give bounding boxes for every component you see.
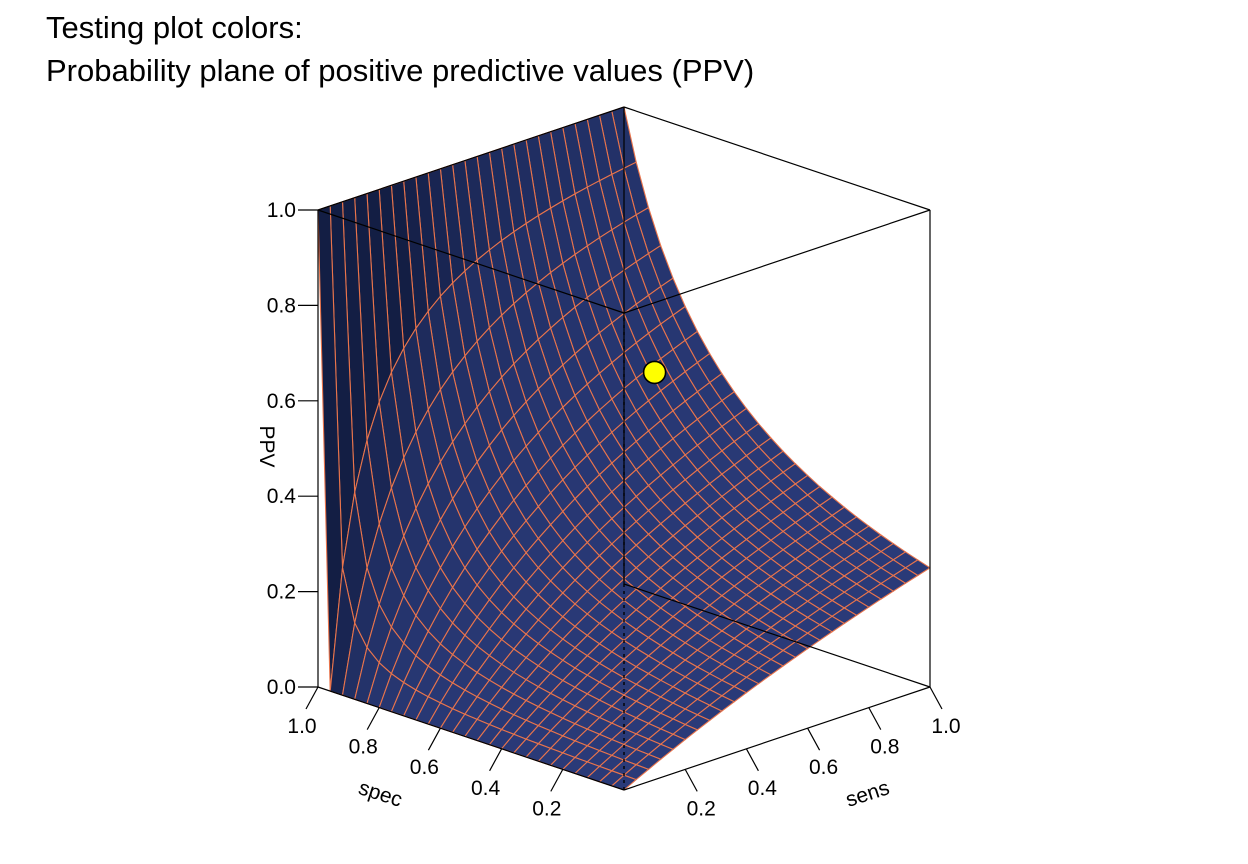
spec-tick-label: 0.6	[410, 756, 439, 779]
point-layer	[642, 360, 667, 385]
sens-tick-label: 0.2	[687, 797, 716, 820]
current-ppv-point	[642, 360, 667, 385]
box-front-edge-1	[317, 686, 625, 791]
z-tick-label: 0.0	[267, 676, 296, 699]
surface-layer	[317, 106, 931, 791]
chart-title-line-2: Probability plane of positive predictive…	[46, 53, 755, 88]
sens-tick-label: 1.0	[931, 715, 960, 738]
spec-tick-label: 0.2	[532, 797, 561, 820]
box-edge-3	[623, 209, 931, 314]
sens-tick-mark	[868, 707, 882, 730]
z-axis-label: PPV	[255, 425, 278, 467]
sens-tick-label: 0.4	[748, 777, 778, 800]
sens-tick-label: 0.8	[870, 736, 899, 759]
sens-tick-label: 0.6	[809, 756, 838, 779]
box-edge-0	[317, 106, 625, 211]
spec-tick-mark	[489, 748, 503, 772]
bounding-box	[317, 106, 931, 791]
z-tick-label: 0.8	[267, 294, 296, 317]
z-tick-label: 0.2	[267, 581, 296, 604]
sens-tick-mark	[807, 727, 821, 751]
chart-title-line-1: Testing plot colors:	[46, 10, 303, 45]
spec-tick-mark	[366, 707, 380, 730]
spec-tick-mark	[550, 769, 564, 792]
sens-tick-mark	[684, 769, 698, 792]
z-tick-label: 1.0	[267, 199, 296, 222]
spec-tick-mark	[427, 727, 441, 751]
sens-axis-label: sens	[843, 776, 892, 812]
spec-tick-label: 0.8	[349, 736, 378, 759]
sens-tick-mark	[745, 748, 759, 772]
sens-tick-mark	[929, 686, 943, 710]
axes: 0.0 0.2 0.4 0.6 0.8 1.0 PPV 0.2 0.4 0.6 0.8 1.0 spec…	[255, 199, 961, 820]
spec-tick-label: 0.4	[471, 777, 501, 800]
box-front-edge-0	[623, 686, 931, 791]
spec-tick-mark	[305, 686, 319, 710]
z-tick-label: 0.6	[267, 390, 296, 413]
spec-axis-label: spec	[356, 776, 405, 812]
spec-tick-label: 1.0	[287, 715, 316, 738]
chart-title: Testing plot colors: Probability plane o…	[46, 6, 754, 92]
box-edge-4	[623, 583, 931, 688]
box-edge-2	[317, 209, 625, 314]
box-edge-1	[623, 106, 931, 211]
z-tick-label: 0.4	[267, 485, 297, 508]
